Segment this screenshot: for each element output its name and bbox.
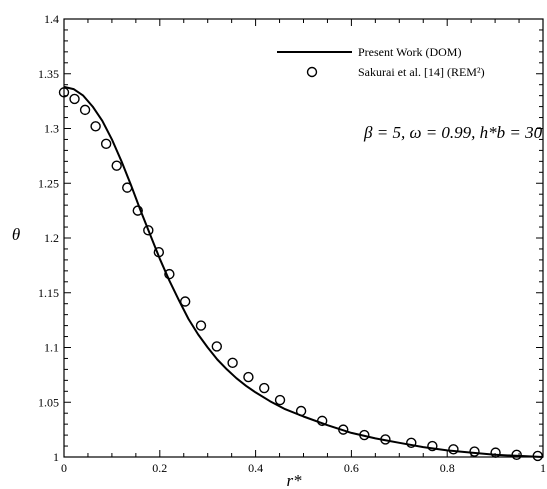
series-line-dom	[63, 85, 544, 458]
data-point-rem	[406, 437, 417, 448]
y-tick-label: 1.2	[44, 231, 59, 245]
data-point-rem	[380, 434, 391, 445]
data-point-rem	[295, 405, 307, 417]
x-tick-label: 0	[61, 461, 67, 475]
data-point-rem	[132, 205, 143, 216]
y-tick-label: 1.1	[44, 341, 59, 355]
y-tick-label: 1.4	[44, 12, 59, 26]
data-point-rem	[211, 341, 223, 352]
x-axis-label: r*	[286, 471, 302, 489]
data-point-rem	[164, 268, 175, 280]
data-point-rem	[316, 415, 328, 427]
data-point-rem	[143, 225, 154, 236]
data-point-rem	[469, 446, 480, 457]
data-point-rem	[490, 447, 501, 458]
legend-label-rem: Sakurai et al. [14] (REM²)	[358, 65, 485, 79]
data-point-rem	[511, 449, 522, 461]
y-tick-label: 1.3	[44, 122, 59, 136]
legend-circle-sample	[306, 66, 318, 78]
x-tick-label: 0.2	[152, 461, 167, 475]
plot-frame	[63, 18, 544, 458]
data-point-rem	[79, 104, 91, 116]
x-tick-label: 0.8	[440, 461, 455, 475]
data-point-rem	[90, 121, 101, 132]
x-tick-label: 0.4	[248, 461, 263, 475]
y-tick-label: 1.15	[38, 286, 59, 300]
parameters-annotation: β = 5, ω = 0.99, h*b = 30	[363, 123, 543, 142]
legend: Present Work (DOM) Sakurai et al. [14] (…	[277, 45, 485, 79]
data-point-rem	[69, 93, 80, 105]
data-point-rem	[100, 138, 112, 150]
data-point-rem	[122, 182, 133, 193]
data-point-rem	[58, 87, 70, 98]
y-axis-label: θ	[12, 225, 20, 244]
data-point-rem	[448, 444, 459, 455]
data-point-rem	[227, 357, 238, 369]
y-tick-label: 1.25	[38, 176, 59, 190]
data-point-rem	[179, 296, 191, 307]
data-point-rem	[153, 247, 165, 258]
data-point-rem	[532, 450, 543, 462]
data-point-rem	[427, 440, 438, 452]
x-tick-label: 0.6	[344, 461, 359, 475]
data-point-rem	[195, 320, 207, 331]
legend-label-dom: Present Work (DOM)	[358, 45, 461, 59]
y-tick-label: 1.05	[38, 395, 59, 409]
data-point-rem	[259, 382, 270, 394]
data-point-rem	[111, 160, 122, 171]
y-tick-label: 1.35	[38, 67, 59, 81]
data-point-rem	[359, 429, 370, 441]
y-tick-label: 1	[53, 450, 59, 464]
data-point-rem	[338, 424, 349, 435]
data-point-rem	[274, 394, 286, 406]
data-point-rem	[243, 371, 254, 383]
x-tick-label: 1	[540, 461, 546, 475]
